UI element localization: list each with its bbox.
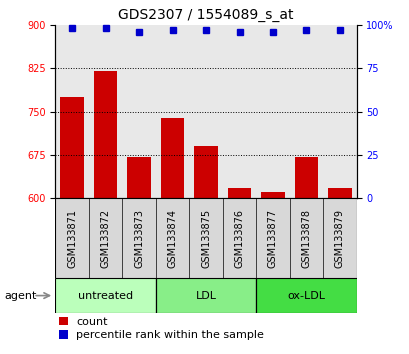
Text: GSM133871: GSM133871 — [67, 209, 77, 268]
Bar — [328, 188, 351, 198]
Text: GSM133873: GSM133873 — [134, 209, 144, 268]
Bar — [261, 193, 284, 198]
Text: agent: agent — [4, 291, 36, 301]
Bar — [227, 188, 251, 198]
Text: GSM133874: GSM133874 — [167, 209, 177, 268]
Text: GSM133875: GSM133875 — [200, 209, 211, 268]
Legend: count, percentile rank within the sample: count, percentile rank within the sample — [56, 314, 266, 342]
Text: untreated: untreated — [78, 291, 133, 301]
Bar — [55, 278, 155, 313]
Bar — [155, 278, 256, 313]
Bar — [94, 71, 117, 198]
Bar — [294, 156, 317, 198]
Text: GSM133877: GSM133877 — [267, 209, 277, 268]
Bar — [194, 146, 217, 198]
Bar — [256, 278, 356, 313]
Bar — [60, 97, 83, 198]
Bar — [127, 156, 151, 198]
Title: GDS2307 / 1554089_s_at: GDS2307 / 1554089_s_at — [118, 8, 293, 22]
Text: GSM133878: GSM133878 — [301, 209, 311, 268]
Text: ox-LDL: ox-LDL — [287, 291, 325, 301]
Text: LDL: LDL — [195, 291, 216, 301]
Text: GSM133872: GSM133872 — [100, 209, 110, 268]
Text: GSM133879: GSM133879 — [334, 209, 344, 268]
Text: GSM133876: GSM133876 — [234, 209, 244, 268]
Bar — [160, 119, 184, 198]
